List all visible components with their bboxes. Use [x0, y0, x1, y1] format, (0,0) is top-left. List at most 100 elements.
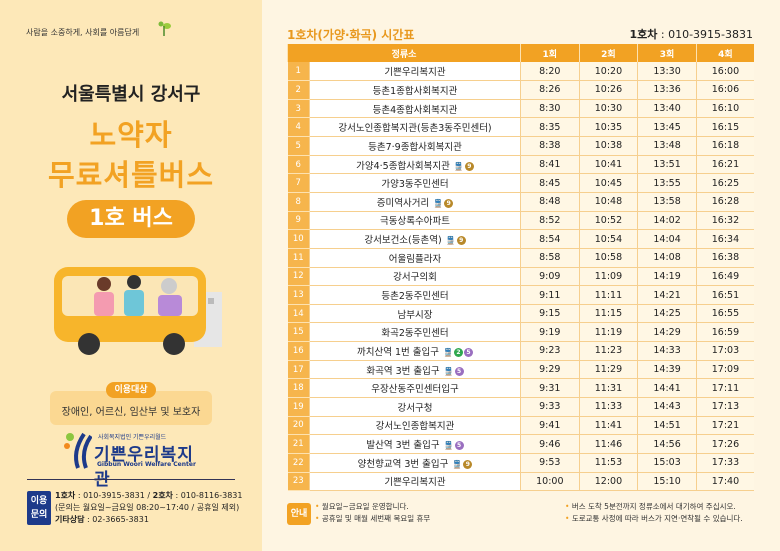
departure-time: 9:11 — [520, 285, 580, 305]
stop-name-cell: 가양3동주민센터 — [309, 173, 521, 193]
stop-name-cell: 등촌7·9종합사회복지관 — [309, 136, 521, 156]
departure-time: 14:25 — [637, 304, 697, 324]
target-users-label: 이용대상 — [106, 382, 156, 398]
subway-line-badge: 5 — [454, 366, 464, 376]
departure-time: 13:30 — [637, 62, 697, 82]
bus-illustration — [54, 267, 222, 355]
table-row: 20 강서노인종합복지관 9:41 11:41 14:51 17:21 — [287, 416, 754, 436]
departure-time: 17:11 — [695, 378, 754, 399]
departure-time: 11:15 — [578, 304, 638, 324]
stop-name-cell: 발산역 3번 출입구 🚆 5 — [309, 434, 521, 454]
departure-time: 16:55 — [695, 304, 754, 324]
region-title: 서울특별시 강서구 — [61, 84, 201, 105]
departure-time: 14:41 — [637, 378, 697, 399]
inquiry-info: 1호차 : 010-3915-3831 / 2호차 : 010-8116-383… — [55, 491, 243, 524]
table-row: 21 발산역 3번 출입구 🚆 5 9:46 11:46 14:56 17:26 — [287, 434, 754, 454]
stop-number: 13 — [287, 285, 310, 305]
subway-line-badge: 9 — [464, 161, 474, 171]
stop-name: 강서보건소(등촌역) — [364, 235, 442, 247]
departure-time: 16:00 — [695, 62, 754, 82]
departure-time: 11:29 — [578, 360, 638, 380]
table-row: 16 까치산역 1번 출입구 🚆 2 5 9:23 11:23 14:33 17:03 — [287, 341, 754, 361]
stop-name-cell: 등촌1종합사회복지관 — [309, 80, 521, 100]
departure-time: 17:03 — [695, 341, 754, 361]
departure-time: 9:23 — [520, 341, 580, 361]
stop-name-cell: 등촌4종합사회복지관 — [309, 99, 521, 119]
departure-time: 10:26 — [578, 80, 638, 100]
departure-time: 16:21 — [695, 155, 754, 175]
departure-time: 16:34 — [695, 229, 754, 249]
stop-name: 강서노인종합복지관(등촌3동주민센터) — [338, 123, 492, 135]
notes-right: 버스 도착 5분전까지 정류소에서 대기하여 주십시오.도로교통 사정에 따라 … — [565, 501, 743, 525]
stop-name: 기쁜우리복지관 — [384, 477, 446, 489]
stop-name-cell: 가양4·5종합사회복지관 🚆 9 — [309, 155, 521, 175]
stop-number: 20 — [287, 416, 310, 436]
column-header: 4회 — [695, 44, 754, 62]
stop-name-cell: 기쁜우리복지관 — [309, 472, 521, 492]
stop-number: 5 — [287, 136, 310, 156]
departure-time: 17:21 — [695, 416, 754, 436]
departure-time: 9:29 — [520, 360, 580, 380]
stop-name-cell: 우장산동주민센터입구 — [309, 378, 521, 399]
departure-time: 8:38 — [520, 136, 580, 156]
stop-number: 23 — [287, 472, 310, 492]
stop-name: 남부시장 — [397, 309, 433, 321]
departure-time: 14:21 — [637, 285, 697, 305]
departure-time: 14:33 — [637, 341, 697, 361]
stop-name-cell: 등촌2동주민센터 — [309, 285, 521, 305]
timetable-title: 1호차(가양·화곡) 시간표 — [287, 28, 415, 42]
departure-time: 13:45 — [637, 117, 697, 138]
stop-name: 양천향교역 3번 출입구 — [357, 458, 449, 470]
departure-time: 10:45 — [578, 173, 638, 193]
departure-time: 11:09 — [578, 267, 638, 287]
departure-time: 16:51 — [695, 285, 754, 305]
timetable: 정류소 1회 2회 3회 4회 1 기쁜우리복지관 8:20 10:20 13:30 16:00 2… — [287, 44, 754, 492]
stop-number: 10 — [287, 229, 310, 249]
subway-line-badge: 9 — [456, 236, 466, 246]
departure-time: 8:48 — [520, 192, 580, 212]
departure-time: 11:11 — [578, 285, 638, 305]
stop-number: 6 — [287, 155, 310, 175]
departure-time: 16:10 — [695, 99, 754, 119]
inquiry-label: 이용 문의 — [27, 491, 51, 525]
stop-number: 3 — [287, 99, 310, 119]
table-row: 4 강서노인종합복지관(등촌3동주민센터) 8:35 10:35 13:45 16:15 — [287, 117, 754, 138]
table-row: 9 극동상록수아파트 8:52 10:52 14:02 16:32 — [287, 211, 754, 231]
stop-name: 강서노인종합복지관 — [375, 421, 455, 433]
departure-time: 11:33 — [578, 397, 638, 417]
departure-time: 9:33 — [520, 397, 580, 417]
departure-time: 14:08 — [637, 248, 697, 268]
departure-time: 10:00 — [520, 472, 580, 492]
welfare-center-logo: 사회복지법인 기쁜우리월드 기쁜우리복지관 Gibbun Woori Welfa… — [64, 432, 204, 490]
departure-time: 9:15 — [520, 304, 580, 324]
stop-name: 화곡2동주민센터 — [381, 328, 449, 340]
stop-number: 1 — [287, 62, 310, 82]
subway-icon: 🚆 — [433, 198, 444, 208]
slogan: 사람을 소중하게, 사회를 아름답게 — [26, 28, 140, 37]
stop-name: 발산역 3번 출입구 — [366, 440, 440, 452]
departure-time: 17:33 — [695, 453, 754, 473]
column-header: 3회 — [637, 44, 697, 62]
logo-name: 기쁜우리복지관 — [94, 445, 194, 490]
departure-time: 11:19 — [578, 322, 638, 343]
departure-time: 8:52 — [520, 211, 580, 231]
notice-label: 안내 — [287, 503, 311, 525]
departure-time: 16:06 — [695, 80, 754, 100]
subway-line-badge: 5 — [454, 441, 464, 451]
stop-name-cell: 강서구청 — [309, 397, 521, 417]
departure-time: 10:38 — [578, 136, 638, 156]
table-row: 13 등촌2동주민센터 9:11 11:11 14:21 16:51 — [287, 285, 754, 305]
stop-number: 17 — [287, 360, 310, 380]
departure-time: 17:40 — [695, 472, 754, 492]
stop-name: 증미역사거리 — [376, 197, 430, 209]
subway-icon: 🚆 — [443, 347, 453, 357]
departure-time: 13:58 — [637, 192, 697, 212]
table-row: 6 가양4·5종합사회복지관 🚆 9 8:41 10:41 13:51 16:21 — [287, 155, 754, 175]
stop-name: 까치산역 1번 출입구 — [357, 346, 440, 358]
stop-number: 21 — [287, 434, 310, 454]
subway-icon: 🚆 — [453, 161, 464, 171]
table-row: 5 등촌7·9종합사회복지관 8:38 10:38 13:48 16:18 — [287, 136, 754, 156]
departure-time: 16:15 — [695, 117, 754, 138]
departure-time: 9:41 — [520, 416, 580, 436]
departure-time: 9:46 — [520, 434, 580, 454]
